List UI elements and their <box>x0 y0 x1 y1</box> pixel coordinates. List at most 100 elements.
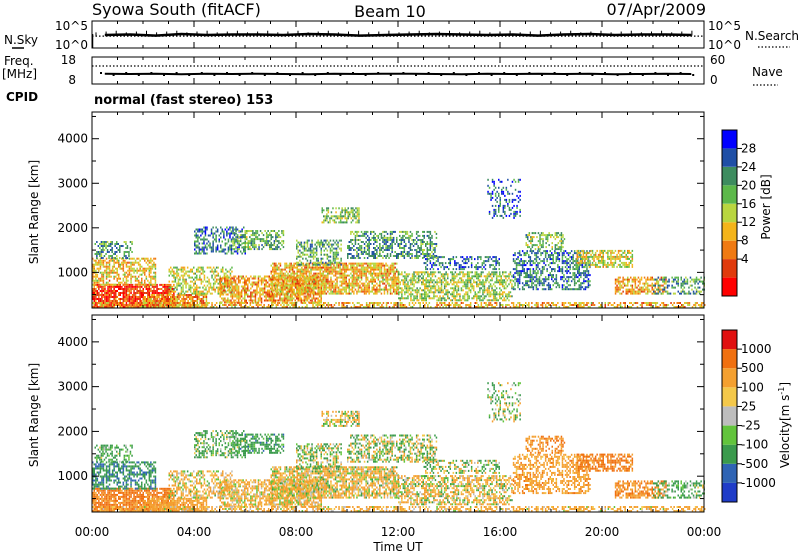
power-cell <box>137 275 140 278</box>
power-cell <box>236 289 238 292</box>
power-cell <box>354 288 357 291</box>
power-cell <box>130 263 132 266</box>
power-cell <box>148 275 151 278</box>
power-cell <box>383 268 386 271</box>
power-cell <box>357 264 360 267</box>
power-cell <box>179 292 181 295</box>
power-cell <box>308 280 311 283</box>
power-cell <box>93 290 95 292</box>
power-cell <box>101 292 103 294</box>
power-cell <box>360 290 363 293</box>
power-cell <box>176 276 178 279</box>
power-cell <box>425 255 427 257</box>
power-cell <box>462 271 464 274</box>
power-cell <box>142 267 144 270</box>
power-cell <box>429 247 432 249</box>
power-cell <box>265 238 268 241</box>
power-cell <box>188 270 190 273</box>
power-cell <box>201 298 203 300</box>
power-cell <box>468 281 470 284</box>
power-cell <box>224 301 226 304</box>
power-cell <box>210 246 213 249</box>
power-cell <box>247 289 249 292</box>
power-cell <box>400 239 403 241</box>
power-cell <box>168 290 170 293</box>
power-cell <box>137 257 140 260</box>
power-cell <box>145 277 148 280</box>
power-cell <box>482 299 484 302</box>
power-cell <box>486 293 489 296</box>
power-cell <box>357 286 360 289</box>
power-cell <box>297 241 299 244</box>
power-cell <box>150 298 153 300</box>
power-cell <box>276 246 279 249</box>
power-cell <box>320 247 322 250</box>
power-cell <box>440 299 443 302</box>
power-cell <box>92 267 94 270</box>
power-cell <box>102 245 104 247</box>
power-cell <box>308 284 311 287</box>
power-cell <box>183 268 186 271</box>
power-cell <box>168 292 170 295</box>
power-cell <box>134 261 137 264</box>
power-cell <box>477 277 480 280</box>
power-cell <box>224 289 226 292</box>
power-cell <box>339 211 342 214</box>
power-cell <box>133 296 135 298</box>
power-cell <box>156 290 158 292</box>
power-cell <box>270 242 272 245</box>
power-cell <box>413 299 415 302</box>
power-cell <box>273 295 275 298</box>
power-cell <box>99 251 101 253</box>
nave-label: Nave <box>752 65 783 79</box>
power-cell <box>379 247 381 249</box>
power-cell <box>188 276 190 279</box>
power-cell <box>128 300 131 302</box>
power-cell <box>353 213 356 216</box>
nave-dot <box>226 72 228 74</box>
power-cell <box>276 295 278 298</box>
power-cell <box>125 294 128 296</box>
power-cell <box>209 244 211 247</box>
power-cell <box>486 287 489 290</box>
power-cell <box>459 281 461 284</box>
power-cell <box>353 239 355 241</box>
power-cell <box>469 289 472 292</box>
power-cell <box>133 294 135 296</box>
power-cell <box>296 243 298 246</box>
power-cell <box>98 298 100 300</box>
power-cell <box>260 289 263 292</box>
power-cell <box>296 263 298 266</box>
power-cell <box>171 300 174 302</box>
power-cell <box>476 271 478 274</box>
power-cell <box>177 268 180 271</box>
power-cell <box>350 221 353 224</box>
power-cell <box>280 297 283 300</box>
power-cell <box>95 281 97 284</box>
power-cell <box>340 270 343 273</box>
power-cell <box>174 272 177 275</box>
power-cell <box>195 236 197 239</box>
power-cell <box>119 257 121 259</box>
power-cell <box>116 243 118 245</box>
power-cell <box>165 304 167 306</box>
power-cell <box>236 301 238 304</box>
power-cell <box>275 290 277 293</box>
power-cell <box>479 275 481 278</box>
power-cell <box>327 276 329 279</box>
power-cell <box>382 282 384 285</box>
nave-dot <box>427 72 430 74</box>
power-cell <box>308 289 310 292</box>
power-cell <box>459 273 461 276</box>
power-cell <box>389 284 392 287</box>
power-cell <box>204 244 207 247</box>
power-cell <box>278 236 280 239</box>
power-cell <box>167 302 169 304</box>
power-cell <box>426 247 429 249</box>
power-cell <box>358 213 360 216</box>
power-cell <box>102 271 105 274</box>
power-cell <box>111 267 114 270</box>
power-cell <box>322 290 324 293</box>
power-cell <box>443 287 446 290</box>
power-cell <box>203 236 205 239</box>
